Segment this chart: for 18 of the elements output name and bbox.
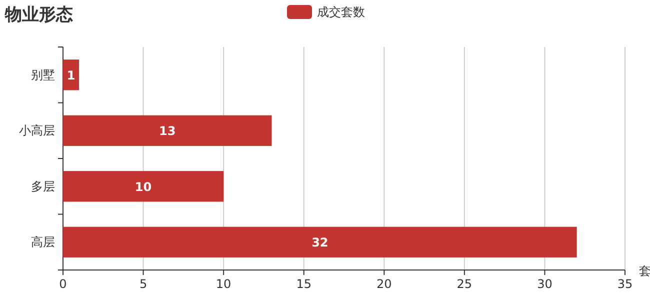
x-tick: 30 — [537, 277, 552, 291]
data-label: 10 — [134, 180, 152, 194]
data-label: 1 — [66, 68, 76, 82]
x-tick: 0 — [59, 277, 67, 291]
y-tick: 多层 — [31, 179, 55, 194]
y-tick: 别墅 — [31, 68, 55, 82]
title: 物业形态 — [5, 5, 73, 25]
x-tick: 10 — [216, 277, 232, 291]
x-tick: 20 — [376, 277, 392, 291]
x-tick: 25 — [456, 277, 472, 291]
x-tick: 15 — [296, 277, 312, 291]
legend-label: 成交套数 — [317, 5, 365, 19]
y-tick: 小高层 — [19, 124, 55, 138]
data-label: 32 — [312, 236, 328, 250]
x-tick: 5 — [139, 277, 148, 291]
data-label: 13 — [159, 124, 176, 138]
x-tick: 35 — [617, 277, 633, 291]
y-tick: 高层 — [31, 235, 55, 250]
